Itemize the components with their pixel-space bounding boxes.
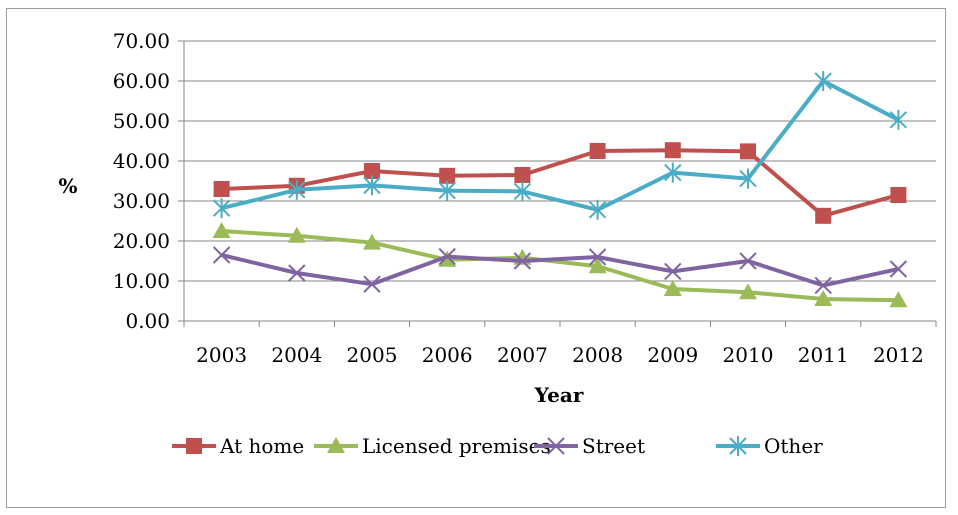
y-tick-label: 10.00 <box>113 269 170 293</box>
data-point <box>212 198 231 219</box>
data-point <box>589 143 606 159</box>
x-tick-label: 2007 <box>497 343 548 367</box>
y-tick-labels: 0.00 10.00 20.00 30.00 40.00 50.00 60.00 70.00 <box>113 29 170 333</box>
data-point <box>588 248 607 266</box>
data-point <box>364 163 380 179</box>
data-point <box>664 162 682 183</box>
data-point <box>513 181 532 202</box>
data-point <box>739 168 757 189</box>
data-point <box>729 436 747 456</box>
y-axis-title: % <box>58 174 77 198</box>
data-point <box>327 437 345 453</box>
x-tick-label: 2008 <box>572 343 623 367</box>
data-point <box>814 71 832 91</box>
series-street <box>212 246 908 295</box>
axes <box>178 40 937 327</box>
data-point <box>588 257 607 274</box>
data-point <box>739 283 757 300</box>
x-tick-label: 2004 <box>271 343 322 367</box>
series-at-home <box>213 142 907 224</box>
data-point <box>664 262 682 281</box>
data-point <box>438 180 456 201</box>
x-tick-label: 2012 <box>873 343 924 367</box>
y-tick-label: 70.00 <box>113 29 170 53</box>
data-point <box>889 109 908 130</box>
legend-item: Other <box>716 434 823 458</box>
x-tick-label: 2009 <box>647 343 698 367</box>
data-point <box>514 167 531 183</box>
y-tick-label: 20.00 <box>113 229 170 253</box>
data-point <box>363 233 381 250</box>
x-tick-label: 2005 <box>347 343 398 367</box>
data-point <box>740 143 756 160</box>
data-point <box>814 276 832 295</box>
legend-item: Street <box>534 434 645 458</box>
legend-label: Street <box>582 434 645 458</box>
y-tick-label: 0.00 <box>125 309 170 333</box>
legend-label: At home <box>219 434 304 458</box>
legend-label: Other <box>764 434 823 458</box>
series-group <box>212 71 908 308</box>
y-tick-label: 40.00 <box>113 149 170 173</box>
x-tick-labels: 2003 2004 2005 2006 2007 2008 2009 2010 2011 2012 <box>196 343 924 367</box>
data-point <box>438 250 457 267</box>
x-tick-label: 2011 <box>798 343 849 367</box>
data-point <box>213 181 230 197</box>
series-line <box>221 229 899 303</box>
data-point <box>739 252 757 270</box>
data-point <box>212 246 231 264</box>
legend-item: At home <box>172 434 304 458</box>
legend-item: Licensed premises <box>314 434 551 458</box>
series-line <box>221 79 900 212</box>
x-axis-title: Year <box>534 383 584 407</box>
series-other <box>212 71 908 220</box>
data-point <box>288 264 306 282</box>
data-point <box>288 179 306 200</box>
data-point <box>438 247 456 266</box>
data-point <box>363 175 381 196</box>
data-point <box>212 222 231 238</box>
y-tick-label: 30.00 <box>113 189 170 213</box>
x-tick-label: 2010 <box>723 343 774 367</box>
legend: At home Licensed premises Street Other <box>172 434 823 458</box>
data-point <box>588 199 607 220</box>
data-point <box>889 260 908 278</box>
data-point <box>815 207 832 224</box>
series-line <box>221 253 899 288</box>
data-point <box>547 437 565 455</box>
y-tick-label: 60.00 <box>113 69 170 93</box>
data-point <box>186 438 202 454</box>
y-tick-label: 50.00 <box>113 109 170 133</box>
data-point <box>663 280 682 296</box>
data-point <box>814 290 833 306</box>
series-line <box>221 148 899 218</box>
data-point <box>439 167 456 184</box>
series-licensed-premises <box>212 222 908 308</box>
data-point <box>889 291 908 308</box>
x-tick-label: 2006 <box>422 343 473 367</box>
x-tick-label: 2003 <box>196 343 247 367</box>
data-point <box>287 226 306 243</box>
data-point <box>890 187 907 203</box>
data-point <box>363 275 381 293</box>
data-point <box>664 142 681 159</box>
data-point <box>513 252 532 270</box>
legend-label: Licensed premises <box>362 434 551 458</box>
